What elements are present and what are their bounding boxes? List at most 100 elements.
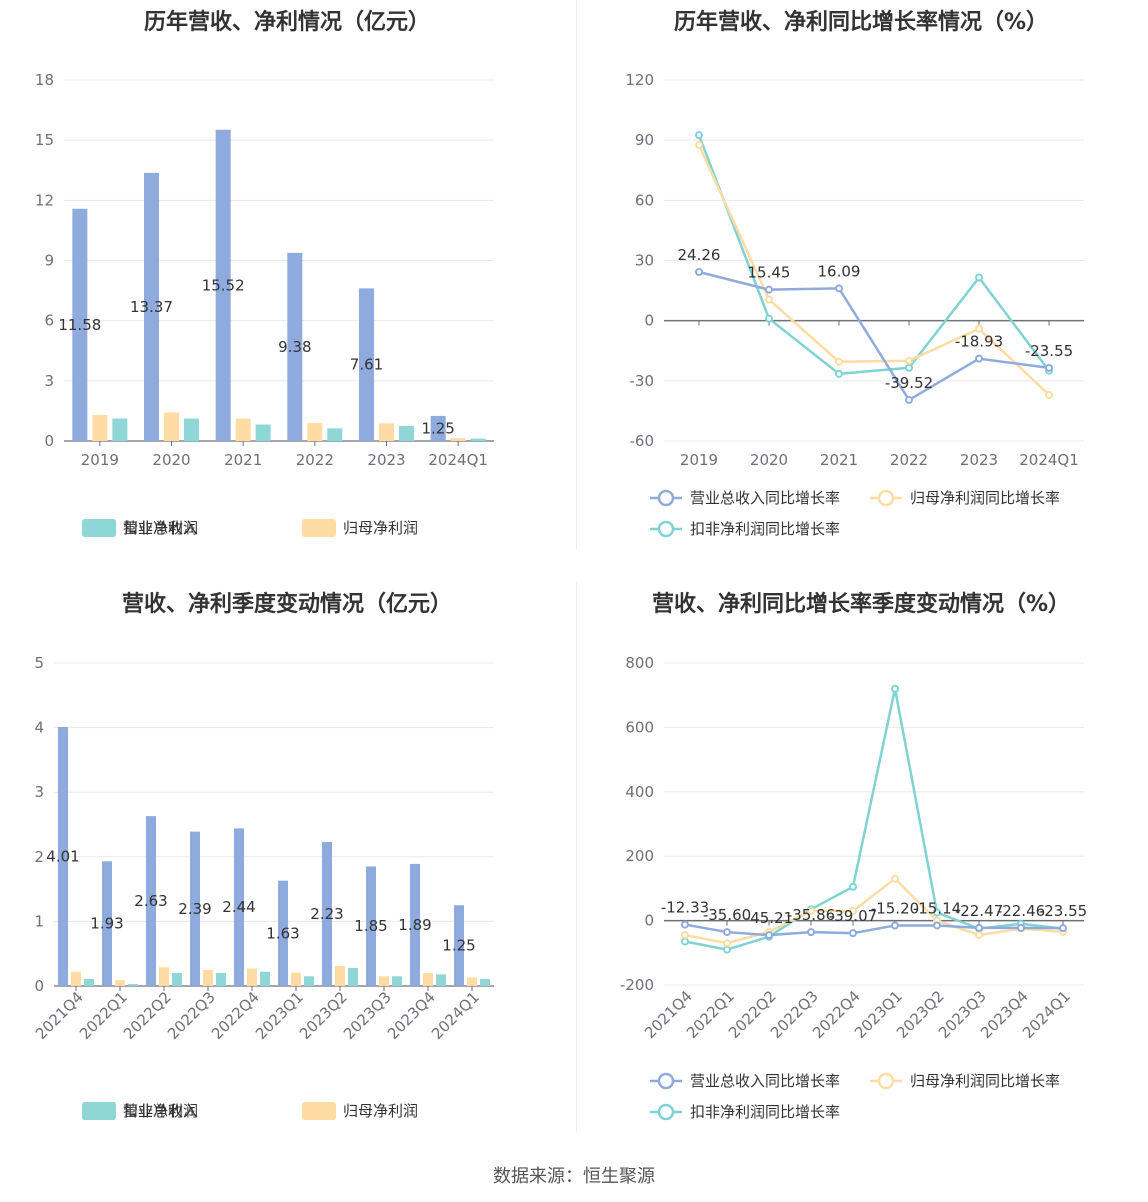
y-tick-label: 1 — [34, 912, 44, 930]
y-tick-label: 5 — [34, 654, 44, 672]
legend-label: 扣非净利润 — [123, 519, 198, 537]
y-tick-label: 6 — [44, 312, 54, 330]
data-point — [835, 357, 843, 366]
data-label: 15.52 — [202, 276, 245, 294]
data-point — [975, 931, 983, 940]
bar — [144, 172, 159, 441]
legend-swatch — [302, 1102, 336, 1120]
legend-label: 营业总收入 — [123, 1102, 198, 1120]
bar — [366, 866, 376, 986]
data-point — [975, 354, 983, 363]
bar — [450, 438, 466, 441]
x-tick-label: 2023Q2 — [296, 988, 351, 1043]
series-line — [697, 144, 1050, 396]
x-tick-label: 2023Q1 — [252, 988, 307, 1043]
data-label: -12.33 — [661, 899, 709, 917]
bar — [307, 422, 323, 441]
chart-title: 历年营收、净利同比增长率情况（%） — [673, 10, 1049, 35]
data-point — [1045, 390, 1053, 399]
bar — [203, 969, 213, 986]
data-label: 2.44 — [222, 898, 255, 916]
panel-annual-growth: 历年营收、净利同比增长率情况（%） -60 -30 0 30 60 90 120 2019 20… — [574, 0, 1148, 560]
legend-label: 营业总收入同比增长率 — [690, 1072, 840, 1090]
bar — [247, 968, 257, 986]
bar — [287, 252, 303, 441]
data-label: 24.26 — [678, 246, 721, 264]
chart-annual-growth-lines: -60 -30 0 30 60 90 120 2019 2020 2021 2022 2023 2024… — [625, 71, 1084, 538]
data-label: 1.25 — [442, 937, 475, 955]
data-label: 1.25 — [421, 419, 454, 437]
bar — [260, 971, 270, 986]
legend-swatch — [302, 519, 336, 537]
bar — [327, 428, 343, 441]
data-point — [835, 284, 843, 293]
data-point — [933, 908, 941, 917]
data-point — [849, 929, 857, 938]
data-label: -23.55 — [1025, 342, 1073, 360]
bar — [112, 418, 128, 441]
y-tick-label: -60 — [630, 432, 655, 450]
bar — [234, 828, 244, 986]
y-tick-label: 0 — [34, 977, 44, 995]
bar — [423, 973, 433, 986]
data-point — [905, 356, 913, 365]
y-tick-label: 3 — [34, 783, 44, 801]
data-point — [975, 324, 983, 333]
legend-marker — [657, 1103, 675, 1121]
legend-swatch — [82, 1102, 116, 1120]
data-point — [765, 314, 773, 323]
data-label: -15.14 — [913, 899, 961, 917]
y-tick-label: 600 — [625, 718, 654, 736]
y-tick-label: 400 — [625, 783, 654, 801]
data-point — [807, 928, 815, 937]
chart-title: 营收、净利同比增长率季度变动情况（%） — [651, 592, 1071, 617]
bar — [102, 861, 112, 986]
legend-label: 营业总收入 — [123, 519, 198, 537]
data-point — [891, 684, 899, 693]
y-tick-label: 800 — [625, 654, 654, 672]
data-point — [695, 268, 703, 277]
x-tick-label: 2022Q1 — [76, 988, 131, 1043]
x-tick-label: 2023 — [960, 451, 998, 469]
bar — [216, 973, 226, 986]
legend-swatch — [82, 519, 116, 537]
x-tick-label: 2019 — [680, 451, 718, 469]
data-label: 1.89 — [398, 916, 431, 934]
data-point — [905, 363, 913, 372]
chart-title: 历年营收、净利情况（亿元） — [143, 10, 430, 35]
data-point — [723, 945, 731, 954]
data-label: 1.85 — [354, 917, 387, 935]
data-point — [681, 920, 689, 929]
data-label: 1.63 — [266, 924, 299, 942]
x-tick-label: 2019 — [81, 451, 119, 469]
data-point — [765, 931, 773, 940]
series-line — [697, 134, 1050, 376]
series-line — [698, 270, 1050, 402]
series-line — [684, 923, 1064, 937]
data-label: -35.86 — [787, 906, 835, 924]
data-point — [849, 906, 857, 915]
data-point — [1045, 363, 1053, 372]
bar — [164, 412, 179, 441]
x-tick-label: 2024Q1 — [1019, 451, 1079, 469]
x-tick-label: 2021 — [820, 451, 858, 469]
data-point — [905, 395, 913, 404]
bar — [291, 972, 301, 986]
legend-label: 营业总收入同比增长率 — [690, 489, 840, 507]
legend-label: 归母净利润同比增长率 — [910, 1072, 1060, 1090]
x-tick-label: 2022Q4 — [208, 988, 263, 1043]
legend-marker — [877, 489, 895, 507]
bar — [71, 971, 81, 986]
data-point — [807, 906, 815, 915]
y-tick-label: 18 — [35, 71, 54, 89]
legend-label: 归母净利润 — [343, 519, 418, 537]
series-line — [684, 877, 1064, 945]
bar — [454, 905, 464, 986]
panel-annual-revenue: 历年营收、净利情况（亿元） 0 3 6 9 12 15 18 2019 2020 2021 2022… — [0, 0, 574, 560]
data-point — [1059, 924, 1067, 933]
bar — [146, 816, 156, 986]
y-tick-label: 0 — [44, 432, 54, 450]
x-tick-label: 2020 — [750, 451, 788, 469]
y-tick-label: 30 — [635, 252, 654, 270]
data-point — [765, 295, 773, 304]
